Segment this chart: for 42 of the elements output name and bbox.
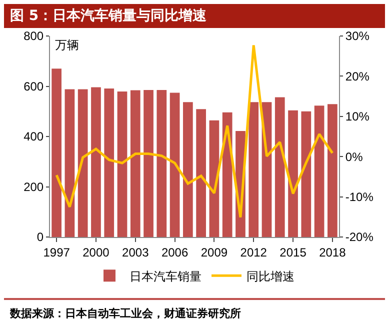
bar — [117, 92, 128, 237]
x-tick-label: 2015 — [280, 245, 307, 260]
legend-label: 同比增速 — [246, 269, 294, 284]
source-note: 数据来源：日本自动车工业会，财通证券研究所 — [4, 298, 385, 321]
x-tick-label: 2009 — [200, 245, 228, 260]
bar — [183, 102, 193, 237]
bar — [91, 87, 101, 237]
y-tick-label: 600 — [24, 79, 44, 94]
bar — [52, 68, 62, 237]
bar — [78, 89, 88, 237]
bar — [64, 89, 75, 237]
y-tick-label: 800 — [24, 29, 44, 44]
bar — [314, 106, 324, 237]
x-tick-label: 2003 — [122, 245, 150, 260]
chart-title: 图 5：日本汽车销量与同比增速 — [4, 4, 385, 28]
bar — [248, 102, 259, 237]
bar — [104, 88, 114, 237]
x-tick-label: 2012 — [240, 245, 268, 260]
y2-tick-label: -20% — [345, 230, 374, 244]
x-tick-label: 1997 — [43, 245, 70, 260]
x-tick-label: 2000 — [82, 245, 110, 260]
bar — [288, 110, 298, 237]
y2-tick-label: 10% — [345, 110, 370, 124]
y2-tick-label: 0% — [345, 150, 364, 164]
x-tick-label: 2018 — [319, 245, 346, 260]
bar — [328, 104, 338, 237]
x-tick-label: 2006 — [161, 245, 188, 260]
y2-tick-label: 20% — [345, 69, 370, 84]
y-axis-title: 万辆 — [55, 38, 79, 52]
bar — [274, 97, 285, 237]
bar — [130, 90, 140, 237]
y2-tick-label: -10% — [345, 190, 374, 204]
bar — [144, 90, 154, 237]
y-tick-label: 400 — [24, 130, 44, 144]
y2-tick-label: 30% — [345, 29, 370, 44]
bar — [170, 92, 180, 237]
bar — [196, 109, 206, 237]
y-tick-label: 0 — [36, 230, 44, 244]
bar — [301, 111, 312, 237]
bar — [156, 90, 167, 237]
legend-label: 日本汽车销量 — [130, 269, 202, 284]
y-tick-label: 200 — [24, 180, 44, 194]
